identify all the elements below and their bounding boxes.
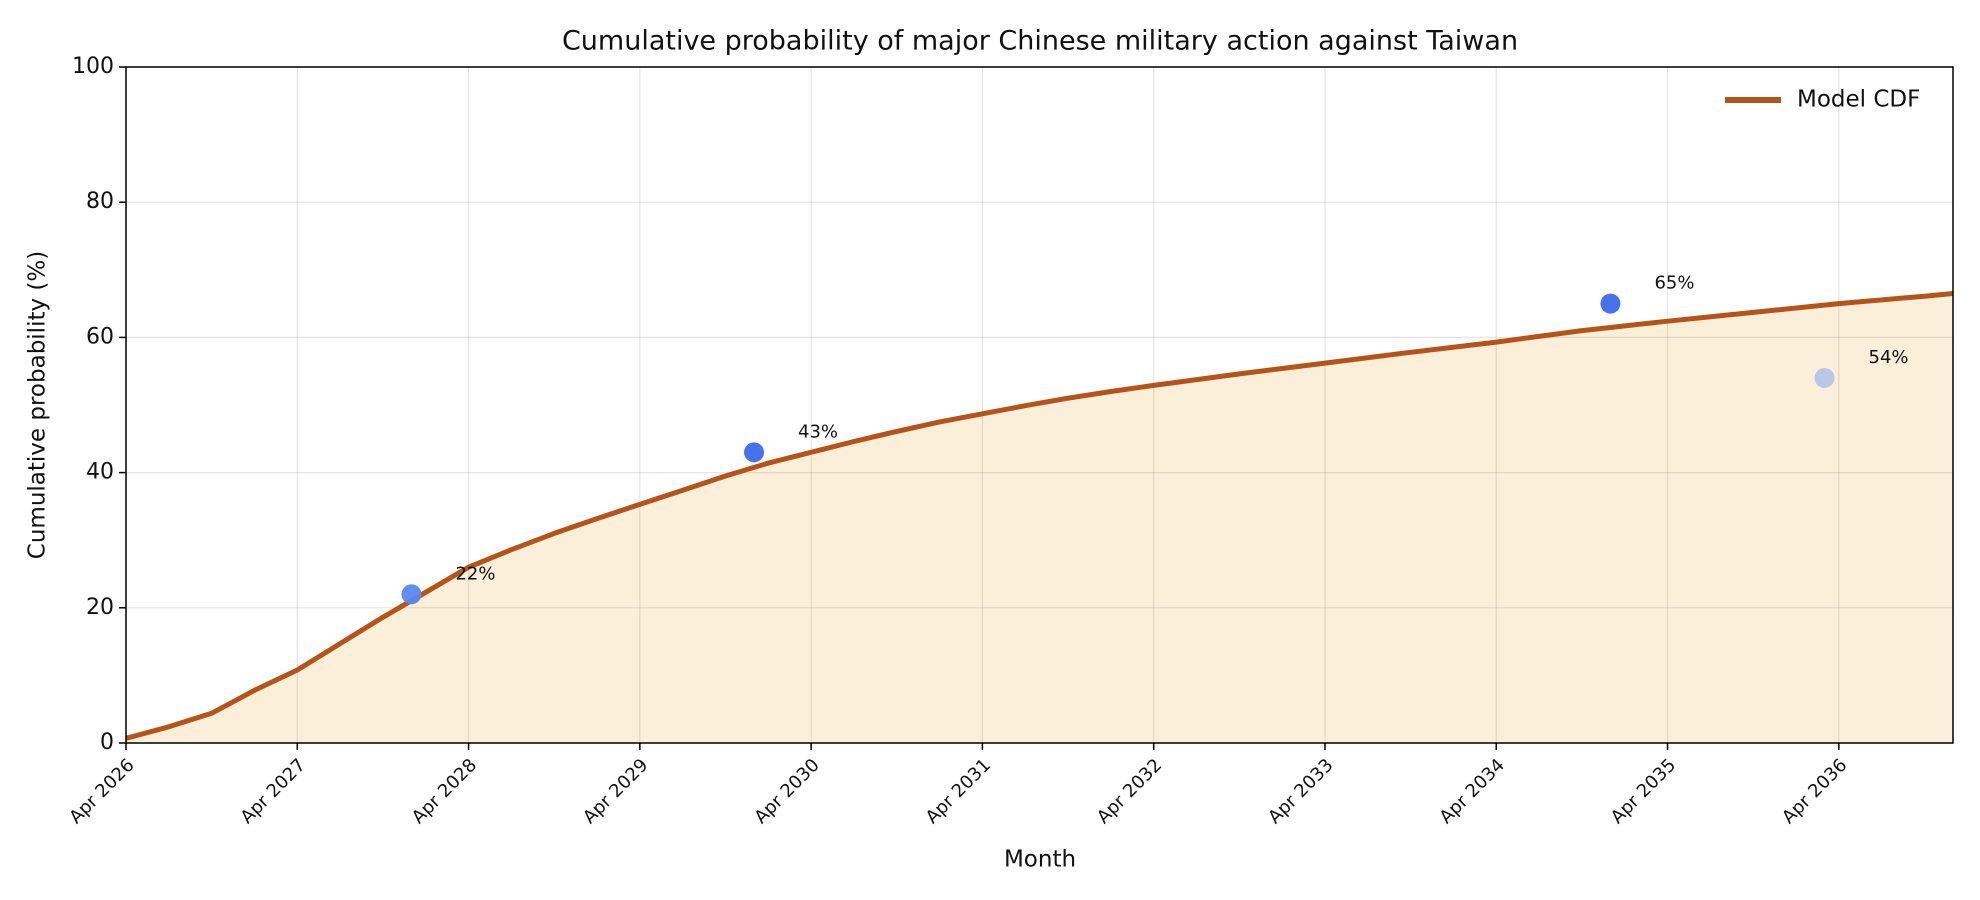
y-tick-label: 80 xyxy=(86,189,114,214)
x-tick-label: Apr 2033 xyxy=(1264,755,1337,828)
x-tick-label: Apr 2026 xyxy=(65,755,138,828)
x-tick-label: Apr 2035 xyxy=(1607,755,1680,828)
y-tick-label: 100 xyxy=(72,54,114,79)
y-axis-label: Cumulative probability (%) xyxy=(25,251,51,559)
data-label: 54% xyxy=(1869,347,1909,368)
data-label: 43% xyxy=(798,421,838,442)
x-tick-label: Apr 2031 xyxy=(922,755,995,828)
y-tick-label: 20 xyxy=(86,595,114,620)
data-label: 65% xyxy=(1654,273,1694,294)
x-tick-label: Apr 2036 xyxy=(1778,755,1851,828)
plot-frame xyxy=(125,66,1954,744)
chart-title: Cumulative probability of major Chinese … xyxy=(562,26,1518,57)
x-tick-label: Apr 2029 xyxy=(579,755,652,828)
y-tick-label: 60 xyxy=(86,324,114,349)
x-axis-label: Month xyxy=(1004,847,1076,873)
x-tick-label: Apr 2032 xyxy=(1093,755,1166,828)
data-point xyxy=(744,442,765,463)
x-tick-label: Apr 2028 xyxy=(408,755,481,828)
area xyxy=(126,293,1953,743)
data-point xyxy=(1600,293,1621,314)
data-label: 22% xyxy=(455,563,495,584)
line xyxy=(125,291,1954,741)
x-tick-label: Apr 2030 xyxy=(750,755,823,828)
data-point xyxy=(401,584,422,605)
legend-label: Model CDF xyxy=(1797,87,1920,113)
y-tick-label: 0 xyxy=(100,730,114,755)
data-point xyxy=(1814,367,1835,388)
x-tick-label: Apr 2034 xyxy=(1436,755,1509,828)
x-tick-label: Apr 2027 xyxy=(237,755,310,828)
y-tick-label: 40 xyxy=(86,460,114,485)
